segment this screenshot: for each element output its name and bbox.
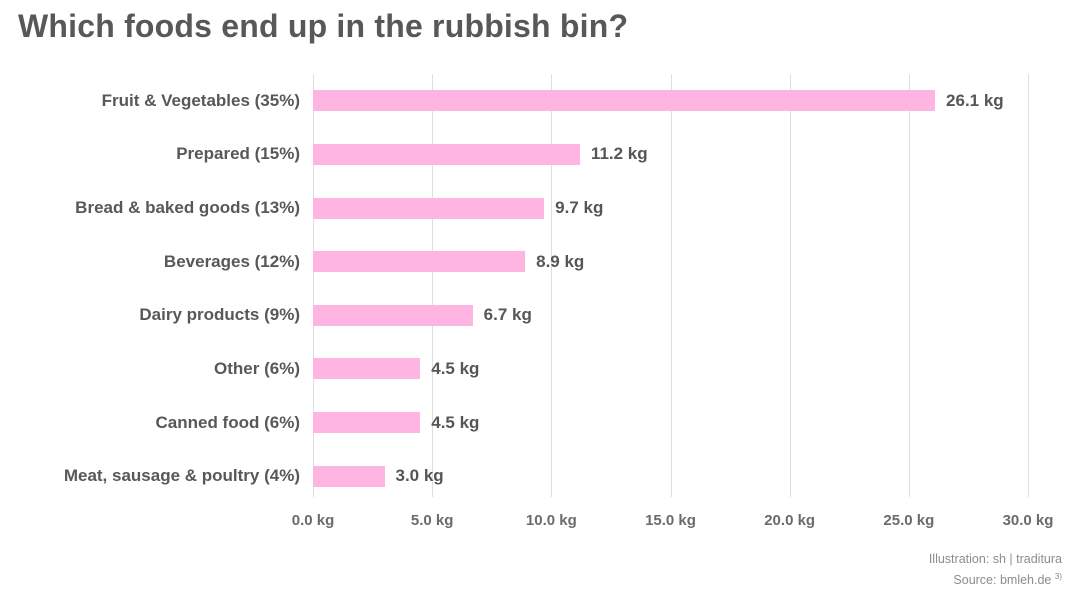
x-tick-label: 25.0 kg <box>883 512 935 529</box>
source-credit: Source: bmleh.de 3) <box>929 570 1062 592</box>
bar-chart: Fruit & Vegetables (35%) 26.1 kg Prepared … <box>0 74 1080 529</box>
bar-value-label: 6.7 kg <box>483 305 532 325</box>
category-label: Other (6%) <box>214 358 300 378</box>
bar-value-label: 11.2 kg <box>590 144 648 164</box>
category-label: Canned food (6%) <box>155 412 301 432</box>
category-label: Meat, sausage & poultry (4%) <box>63 466 300 486</box>
chart-rows: Fruit & Vegetables (35%) 26.1 kg Prepared … <box>0 74 1080 503</box>
chart-row: Fruit & Vegetables (35%) 26.1 kg <box>0 74 1080 128</box>
bar <box>313 358 421 380</box>
bar <box>313 251 526 273</box>
bar-value-label: 4.5 kg <box>431 412 480 432</box>
source-footnote-marker: 3) <box>1054 572 1062 582</box>
chart-row: Bread & baked goods (13%) 9.7 kg <box>0 181 1080 235</box>
bar-track: 6.7 kg <box>313 289 1080 343</box>
category-label: Prepared (15%) <box>176 144 300 164</box>
x-axis-ticks: 0.0 kg 5.0 kg 10.0 kg 15.0 kg 20.0 kg 25.0 kg… <box>292 512 1054 532</box>
x-tick-label: 15.0 kg <box>645 512 696 529</box>
chart-row: Dairy products (9%) 6.7 kg <box>0 289 1080 343</box>
bar-track: 26.1 kg <box>313 74 1080 128</box>
x-tick-label: 0.0 kg <box>291 512 335 529</box>
bar-value-label: 26.1 kg <box>946 90 1004 110</box>
source-text: Source: bmleh.de <box>953 573 1052 588</box>
chart-row: Other (6%) 4.5 kg <box>0 342 1080 396</box>
bar-track: 8.9 kg <box>313 235 1080 289</box>
x-tick-label: 20.0 kg <box>764 512 816 529</box>
x-tick-label: 5.0 kg <box>410 512 454 529</box>
bar-track: 4.5 kg <box>313 342 1080 396</box>
chart-row: Beverages (12%) 8.9 kg <box>0 235 1080 289</box>
bar-track: 3.0 kg <box>313 449 1080 503</box>
bar-value-label: 3.0 kg <box>395 466 444 486</box>
bar-track: 9.7 kg <box>313 181 1080 235</box>
chart-row: Meat, sausage & poultry (4%) 3.0 kg <box>0 449 1080 503</box>
bar-track: 11.2 kg <box>313 128 1080 182</box>
chart-footer: Illustration: sh | traditura Source: bml… <box>929 549 1062 592</box>
x-tick-label: 30.0 kg <box>1002 512 1054 529</box>
bar <box>313 465 385 487</box>
bar <box>313 197 545 219</box>
bar-value-label: 9.7 kg <box>555 198 604 218</box>
bar-value-label: 8.9 kg <box>536 251 585 271</box>
bar-track: 4.5 kg <box>313 396 1080 450</box>
bar <box>313 412 421 434</box>
illustration-credit: Illustration: sh | traditura <box>928 551 1062 566</box>
category-label: Beverages (12%) <box>163 251 300 271</box>
chart-title: Which foods end up in the rubbish bin? <box>18 8 629 44</box>
bar <box>313 143 580 165</box>
category-label: Bread & baked goods (13%) <box>75 198 300 218</box>
category-label: Dairy products (9%) <box>139 305 300 325</box>
bar <box>313 90 936 112</box>
chart-row: Prepared (15%) 11.2 kg <box>0 128 1080 182</box>
bar <box>313 304 473 326</box>
bar-value-label: 4.5 kg <box>431 358 480 378</box>
chart-row: Canned food (6%) 4.5 kg <box>0 396 1080 450</box>
category-label: Fruit & Vegetables (35%) <box>101 90 300 110</box>
x-tick-label: 10.0 kg <box>525 512 577 529</box>
